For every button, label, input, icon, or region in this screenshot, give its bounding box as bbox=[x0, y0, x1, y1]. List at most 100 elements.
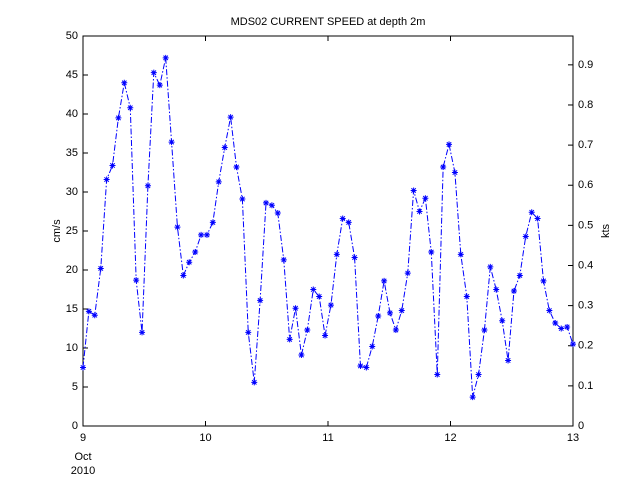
plot-box bbox=[82, 35, 574, 427]
data-point bbox=[558, 325, 565, 332]
data-point bbox=[268, 202, 275, 209]
data-point bbox=[280, 256, 287, 263]
data-point bbox=[192, 249, 199, 256]
data-point bbox=[351, 254, 358, 261]
data-point bbox=[251, 379, 258, 386]
data-point bbox=[286, 336, 293, 343]
y2-tick-label: 0.7 bbox=[578, 139, 593, 151]
data-point bbox=[546, 307, 553, 314]
y-tick-label: 30 bbox=[66, 186, 78, 198]
data-point bbox=[80, 364, 86, 371]
data-point bbox=[333, 251, 340, 258]
data-point bbox=[416, 208, 423, 215]
data-point bbox=[233, 164, 240, 171]
x-year-label: 2010 bbox=[71, 465, 95, 477]
data-point bbox=[469, 394, 476, 401]
data-point bbox=[209, 219, 216, 226]
data-point bbox=[115, 114, 122, 121]
data-point bbox=[392, 327, 399, 334]
data-point bbox=[144, 182, 151, 189]
data-point bbox=[381, 277, 388, 284]
data-point bbox=[215, 178, 222, 185]
data-point bbox=[156, 82, 163, 89]
data-point bbox=[298, 352, 305, 359]
y-tick-label: 20 bbox=[66, 264, 78, 276]
data-point bbox=[180, 272, 187, 279]
data-point bbox=[239, 196, 246, 203]
data-point bbox=[457, 251, 464, 258]
y2-tick-label: 0 bbox=[578, 420, 584, 432]
data-point bbox=[493, 286, 500, 293]
data-point bbox=[404, 270, 411, 277]
data-point bbox=[85, 308, 92, 315]
data-point bbox=[440, 164, 447, 171]
x-tick-label: 10 bbox=[199, 432, 211, 444]
data-point bbox=[410, 187, 417, 194]
y2-tick-label: 0.5 bbox=[578, 219, 593, 231]
data-point bbox=[292, 305, 299, 312]
y-tick-label: 15 bbox=[66, 303, 78, 315]
data-point bbox=[121, 79, 128, 86]
y-axis-label: cm/s bbox=[51, 219, 63, 243]
data-point bbox=[363, 364, 370, 371]
y-tick-label: 0 bbox=[72, 420, 78, 432]
data-point bbox=[552, 320, 559, 327]
y2-tick-label: 0.4 bbox=[578, 259, 593, 271]
data-point bbox=[109, 162, 116, 169]
y2-tick-label: 0.8 bbox=[578, 99, 593, 111]
data-point bbox=[386, 309, 393, 316]
data-point bbox=[534, 215, 541, 222]
data-point bbox=[463, 293, 470, 300]
data-point bbox=[327, 302, 334, 309]
y-tick-label: 5 bbox=[72, 381, 78, 393]
data-point bbox=[422, 195, 429, 202]
data-point bbox=[345, 219, 352, 226]
data-point bbox=[369, 343, 376, 350]
data-point bbox=[227, 114, 234, 121]
data-point bbox=[304, 327, 311, 334]
data-point bbox=[434, 371, 441, 378]
y2-axis-label: kts bbox=[600, 223, 612, 238]
data-point bbox=[322, 332, 329, 339]
data-point bbox=[540, 277, 547, 284]
y-tick-label: 50 bbox=[66, 30, 78, 42]
y-tick-label: 25 bbox=[66, 225, 78, 237]
data-point bbox=[316, 293, 323, 300]
x-month-label: Oct bbox=[74, 451, 91, 463]
data-point bbox=[570, 341, 576, 348]
y2-tick-label: 0.6 bbox=[578, 179, 593, 191]
data-point bbox=[339, 215, 346, 222]
data-point bbox=[263, 199, 270, 206]
data-point bbox=[150, 69, 157, 76]
data-point bbox=[168, 139, 175, 146]
data-point bbox=[375, 313, 382, 320]
data-point bbox=[91, 312, 98, 319]
data-point bbox=[103, 176, 110, 183]
data-point bbox=[274, 210, 281, 217]
data-point bbox=[475, 371, 482, 378]
x-tick-label: 12 bbox=[444, 432, 456, 444]
data-point bbox=[162, 54, 169, 61]
data-point bbox=[499, 317, 506, 324]
data-point bbox=[528, 209, 535, 216]
data-point bbox=[127, 104, 134, 111]
data-point bbox=[245, 329, 252, 336]
y2-tick-label: 0.2 bbox=[578, 340, 593, 352]
y2-tick-label: 0.1 bbox=[578, 380, 593, 392]
y-tick-label: 45 bbox=[66, 69, 78, 81]
y2-tick-label: 0.3 bbox=[578, 300, 593, 312]
data-point bbox=[203, 231, 210, 238]
data-point bbox=[516, 272, 523, 279]
y2-tick-label: 0.9 bbox=[578, 59, 593, 71]
x-tick-label: 9 bbox=[80, 432, 86, 444]
data-point bbox=[451, 169, 458, 176]
data-point bbox=[221, 144, 228, 151]
data-point bbox=[505, 357, 512, 364]
data-point bbox=[481, 327, 488, 334]
data-point bbox=[522, 233, 529, 240]
data-point bbox=[186, 259, 193, 266]
chart-title: MDS02 CURRENT SPEED at depth 2m bbox=[231, 16, 426, 28]
data-point bbox=[97, 265, 104, 272]
y-tick-label: 10 bbox=[66, 342, 78, 354]
